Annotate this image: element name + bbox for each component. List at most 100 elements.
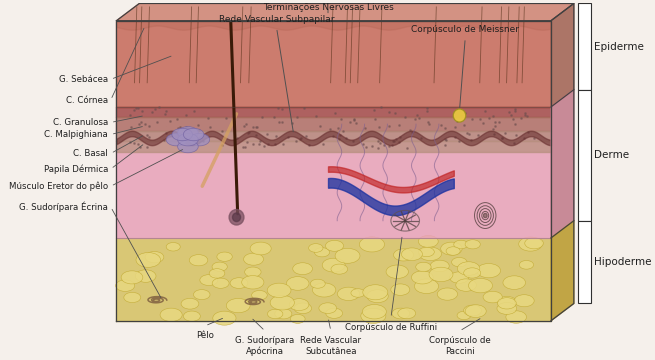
Text: Corpúsculo de Meissner: Corpúsculo de Meissner <box>411 26 519 35</box>
Circle shape <box>178 140 198 153</box>
Text: Papila Dérmica: Papila Dérmica <box>43 164 108 174</box>
Text: Pêlo: Pêlo <box>196 331 214 340</box>
Text: Músculo Eretor do pêlo: Músculo Eretor do pêlo <box>9 181 108 191</box>
Circle shape <box>451 257 467 267</box>
Circle shape <box>178 127 198 139</box>
Text: Corpúsculo de Ruffini: Corpúsculo de Ruffini <box>345 323 437 332</box>
Circle shape <box>519 237 542 251</box>
Circle shape <box>136 252 160 267</box>
Circle shape <box>464 268 481 278</box>
Circle shape <box>322 258 345 272</box>
Circle shape <box>286 276 309 290</box>
Circle shape <box>267 283 291 297</box>
Circle shape <box>337 287 360 301</box>
Circle shape <box>398 308 416 319</box>
Circle shape <box>270 295 294 310</box>
Bar <box>578 221 591 303</box>
Circle shape <box>314 248 329 257</box>
Circle shape <box>464 305 481 316</box>
Text: Terminações Nervosas Livres: Terminações Nervosas Livres <box>263 3 394 12</box>
Circle shape <box>212 262 227 271</box>
Circle shape <box>525 238 544 249</box>
Text: Corpúsculo de
Paccini: Corpúsculo de Paccini <box>428 336 491 356</box>
Circle shape <box>438 288 458 300</box>
Circle shape <box>309 244 323 252</box>
Text: C. Granulosa: C. Granulosa <box>52 118 108 127</box>
Circle shape <box>310 279 326 288</box>
Text: G. Sebácea: G. Sebácea <box>59 75 108 84</box>
Circle shape <box>391 284 410 295</box>
Text: G. Sudorípara
Apócrina: G. Sudorípara Apócrina <box>236 336 295 356</box>
Ellipse shape <box>453 109 466 122</box>
Circle shape <box>419 247 434 257</box>
Circle shape <box>124 292 141 302</box>
Circle shape <box>189 134 210 146</box>
Circle shape <box>312 283 336 297</box>
Polygon shape <box>117 4 574 21</box>
Circle shape <box>468 278 493 293</box>
Circle shape <box>449 272 468 283</box>
Circle shape <box>497 298 516 309</box>
Text: Rede Vascular
Subcutânea: Rede Vascular Subcutânea <box>301 336 362 356</box>
Text: C. Malpighiana: C. Malpighiana <box>44 130 108 139</box>
Circle shape <box>183 128 204 141</box>
Circle shape <box>419 247 441 261</box>
Circle shape <box>172 128 193 141</box>
Circle shape <box>230 278 248 288</box>
Circle shape <box>227 298 250 313</box>
Text: Epiderme: Epiderme <box>594 41 644 51</box>
Circle shape <box>419 235 438 247</box>
Circle shape <box>181 298 199 309</box>
Circle shape <box>503 276 525 289</box>
Text: G. Sudorípara Écrina: G. Sudorípara Écrina <box>19 202 108 212</box>
Circle shape <box>193 289 210 300</box>
Circle shape <box>457 262 480 275</box>
Circle shape <box>121 271 143 284</box>
Circle shape <box>446 247 460 255</box>
Circle shape <box>360 237 384 252</box>
Text: Rede Vascular Subpapilar: Rede Vascular Subpapilar <box>219 15 334 24</box>
Circle shape <box>416 262 431 271</box>
Circle shape <box>252 291 267 300</box>
Circle shape <box>441 242 462 255</box>
Polygon shape <box>551 4 574 107</box>
Circle shape <box>351 289 365 297</box>
Circle shape <box>209 269 225 278</box>
Circle shape <box>166 243 180 251</box>
Circle shape <box>465 305 486 318</box>
Bar <box>578 4 591 90</box>
Circle shape <box>465 240 480 249</box>
Text: Hipoderme: Hipoderme <box>594 257 651 267</box>
Circle shape <box>361 308 386 323</box>
Circle shape <box>429 267 453 282</box>
Circle shape <box>392 308 410 319</box>
Circle shape <box>250 242 271 255</box>
Ellipse shape <box>483 213 487 217</box>
Circle shape <box>362 305 386 319</box>
Ellipse shape <box>233 213 240 221</box>
Ellipse shape <box>229 210 244 225</box>
Circle shape <box>331 264 348 274</box>
Circle shape <box>411 271 433 284</box>
Circle shape <box>189 255 208 266</box>
Circle shape <box>415 279 439 293</box>
Circle shape <box>293 263 312 275</box>
Circle shape <box>402 248 422 261</box>
Circle shape <box>136 270 156 282</box>
Circle shape <box>454 240 468 249</box>
Circle shape <box>326 308 343 318</box>
Circle shape <box>217 252 233 261</box>
Circle shape <box>183 311 200 321</box>
Circle shape <box>245 267 261 277</box>
Circle shape <box>363 285 388 300</box>
Text: Derme: Derme <box>594 150 629 160</box>
Circle shape <box>519 261 534 269</box>
Circle shape <box>506 311 527 323</box>
Circle shape <box>178 134 198 146</box>
Circle shape <box>430 260 449 272</box>
Circle shape <box>290 299 309 311</box>
Circle shape <box>166 134 187 146</box>
Circle shape <box>386 265 409 279</box>
Circle shape <box>457 311 471 320</box>
Circle shape <box>456 279 476 291</box>
